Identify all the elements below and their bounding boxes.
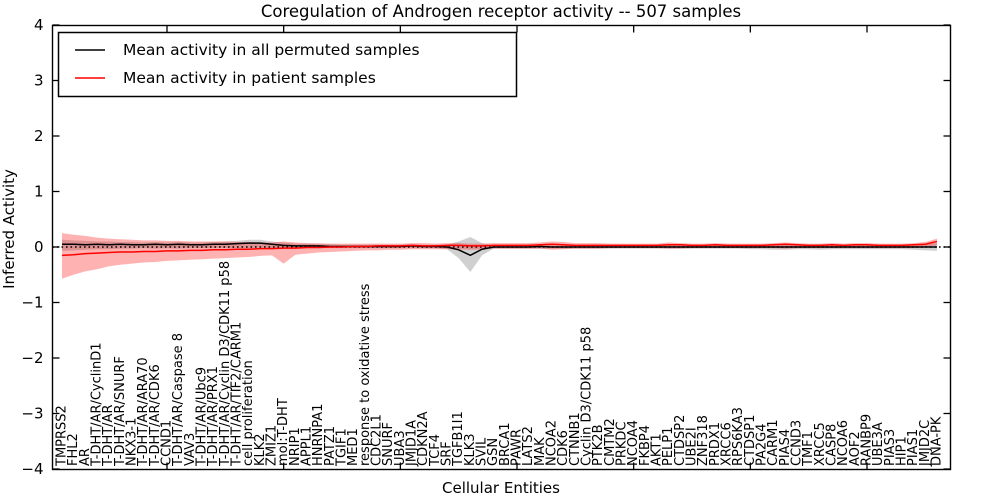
x-tick-label: PIAS4 [778,429,793,466]
x-tick-label: NRIP1 [288,427,303,466]
x-tick-label: PAWR [510,429,525,466]
x-tick-label: CTDSP2 [673,415,688,466]
x-tick-label: TGIF1 [335,428,350,467]
x-tick-label: T-DHT/AR [101,405,116,467]
x-tick-label: T-DHT/AR/SNURF [113,356,128,467]
x-tick-label: RANBP9 [860,414,875,466]
x-tick-label: ZMIZ1 [265,425,280,466]
x-tick-label: NKX3-1 [125,418,140,466]
x-tick-label: AR [78,448,93,466]
y-tick-label: −2 [21,349,43,367]
legend-box [57,31,518,98]
plot-area: 43210−1−2−3−4TMPRSS2FHL2ART-DHT/AR/Cycli… [21,16,952,478]
y-tick-label: −4 [21,460,43,478]
x-tick-label: KLK2 [253,433,268,466]
x-tick-label: T-DHT/AR/ARA70 [136,357,151,467]
x-tick-label: NCOA4 [626,420,641,466]
x-tick-label: T-DHT/AR/Ubc9 [195,367,210,467]
x-tick-label: JMJD2C [918,420,933,467]
legend: Mean activity in all permuted samples Me… [57,31,518,98]
x-tick-label: SRF [440,441,455,466]
x-tick-label: CCND1 [160,420,175,466]
x-tick-label: TMF1 [801,431,816,467]
y-axis-label: Inferred Activity [0,169,18,289]
x-tick-label: T-DHT/AR/Caspase 8 [171,333,186,467]
x-tick-label: BRCA1 [498,422,513,466]
x-tick-label: HNRNPA1 [311,404,326,466]
x-tick-label: TMPRSS2 [55,405,70,467]
x-tick-label: UBA3 [393,430,408,466]
x-tick-label: T-DHT/AR/CyclinD1 [90,342,105,467]
x-tick-label: TGFB1I1 [451,411,466,467]
x-tick-label: FHL2 [66,433,81,466]
x-tick-label: T-DHT/AR/PRX1 [206,366,221,467]
x-tick-label: CASP8 [825,424,840,466]
x-tick-label: T-DHT/AR/CDK6 [148,364,163,467]
x-tick-label: PRDX1 [708,422,723,466]
x-tick-label: MED1 [346,428,361,466]
x-tick-label: AOF2 [848,431,863,466]
x-tick-label: ZNF318 [696,415,711,466]
series-line-1 [61,240,938,257]
x-axis-label: Cellular Entities [442,479,560,497]
x-tick-label: cell proliferation [241,360,256,466]
x-tick-label: AKT1 [650,433,665,466]
y-tick-label: −3 [21,405,43,423]
x-tick-label: CARM1 [766,420,781,467]
x-tick-label: KLK3 [463,433,478,466]
x-tick-label: GSN [486,438,501,466]
x-tick-label: CCND3 [790,420,805,466]
legend-label-patient: Mean activity in patient samples [123,69,376,87]
x-tick-label: LATS2 [521,426,536,466]
y-tick-label: 0 [34,238,44,256]
x-tick-label: PIAS3 [883,429,898,466]
x-tick-label: VAV3 [183,433,198,466]
x-tick-label: CTDSP1 [743,415,758,466]
x-tick-label: TCF4 [428,434,443,467]
x-tick-label: XRCC6 [720,422,735,466]
x-tick-label: PRKDC [615,422,630,466]
x-tick-label: CDC2L1 [370,414,385,466]
confidence-band-1 [62,233,937,279]
x-tick-label: PTK2B [591,425,606,467]
x-tick-label: CMTM2 [603,418,618,466]
y-tick-label: 3 [34,72,44,90]
x-tick-label: T-DHT/AR/TIF2/CARM1 [230,322,245,467]
x-tick-label: JMJD1A [405,420,420,467]
x-tick-label: NCOA6 [836,420,851,466]
x-tick-label: FKBP4 [638,425,653,466]
x-tick-label: Cyclin D3/CDK11 p58 [580,327,595,466]
x-tick-label: CTNNB1 [568,412,583,466]
x-tick-label: UBE3A [871,422,886,466]
x-tick-label: NCOA2 [545,420,560,466]
x-tick-label: CDK6 [556,430,571,466]
x-tick-label: UBE2I [685,427,700,466]
y-tick-label: 4 [34,16,44,34]
x-tick-label: PA2G4 [755,423,770,466]
x-tick-label: PATZ1 [323,426,338,466]
y-tick-label: −1 [21,294,43,312]
x-tick-label: response to oxidative stress [358,283,373,466]
x-tick-label: PIAS1 [906,429,921,466]
x-tick-label: RPS6KA3 [731,407,746,466]
x-tick-label: MAK [533,437,548,466]
y-tick-label: 1 [34,183,44,201]
x-tick-label: HIP1 [895,436,910,466]
chart-title: Coregulation of Androgen receptor activi… [261,2,741,21]
x-tick-label: SNURF [381,422,396,466]
x-tick-label: mol:T-DHT [276,398,291,466]
x-tick-label: PELP1 [661,427,676,466]
x-tick-label: XRCC5 [813,422,828,466]
x-tick-label: APPL1 [300,426,315,466]
legend-label-permuted: Mean activity in all permuted samples [123,41,420,59]
x-tick-label: SVIL [475,437,490,466]
series-line-0 [62,242,937,257]
x-tick-label: T-DHT/AR/Cyclin D3/CDK11 p58 [218,261,233,467]
x-tick-label: CDKN2A [416,411,431,466]
x-tick-label: DNA-PK [930,416,945,466]
y-tick-label: 2 [34,127,44,145]
